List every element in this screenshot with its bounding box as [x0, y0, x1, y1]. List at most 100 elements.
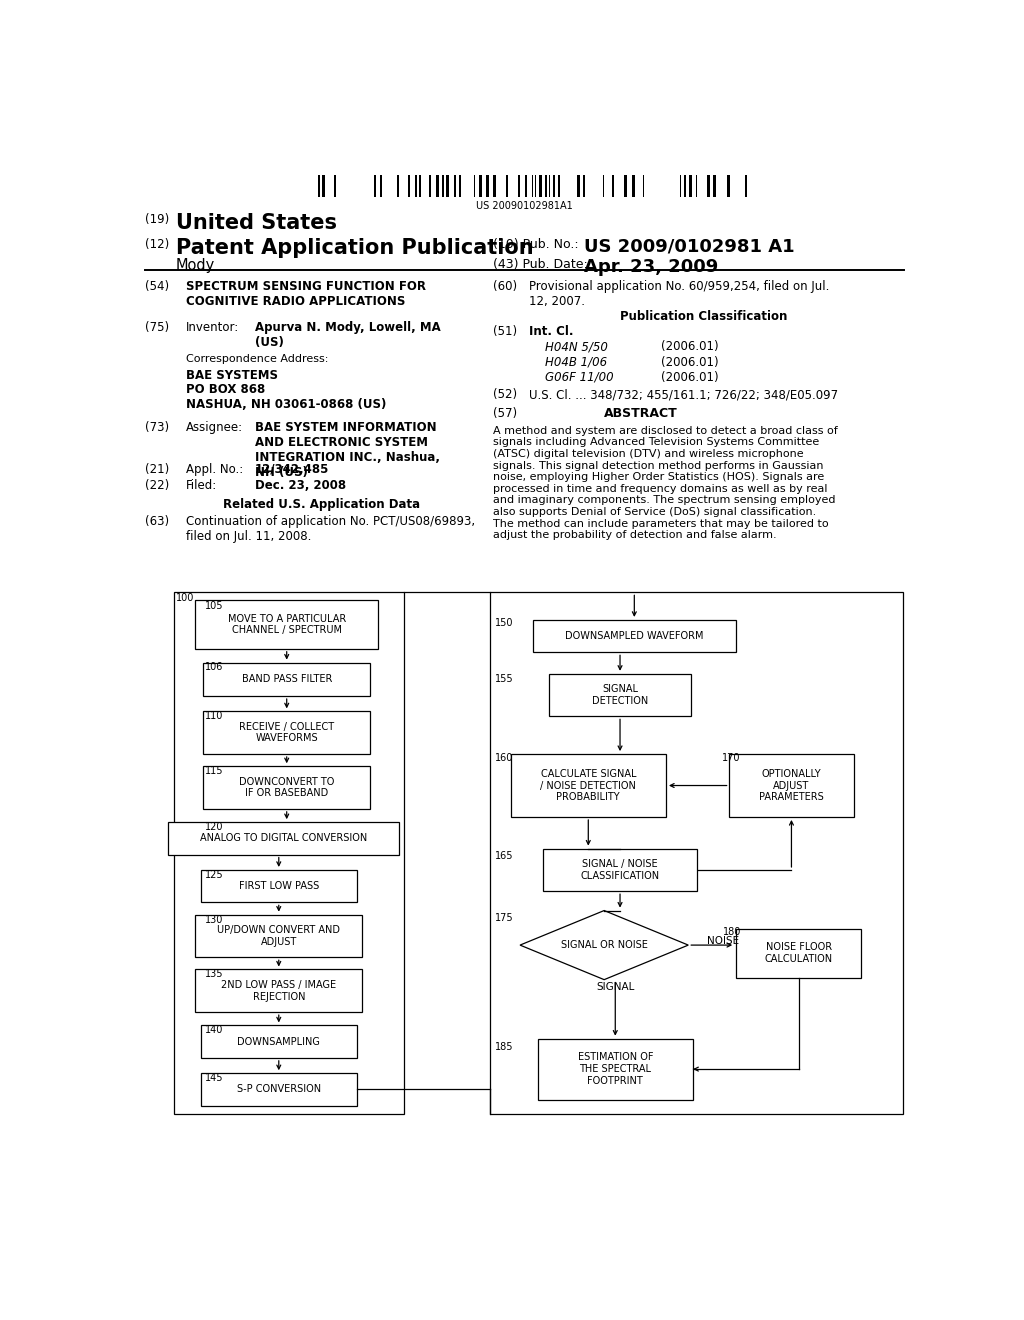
Text: 12/342,485: 12/342,485	[255, 463, 330, 477]
Text: Patent Application Publication: Patent Application Publication	[176, 238, 534, 257]
Text: (63): (63)	[145, 515, 170, 528]
Text: NOISE: NOISE	[708, 936, 739, 946]
Text: (10) Pub. No.:: (10) Pub. No.:	[494, 238, 579, 251]
Bar	[727, 174, 730, 197]
Text: H04B 1/06: H04B 1/06	[545, 355, 607, 368]
Text: NOISE FLOOR
CALCULATION: NOISE FLOOR CALCULATION	[765, 942, 833, 964]
Text: Publication Classification: Publication Classification	[620, 310, 787, 323]
Text: 110: 110	[205, 711, 223, 721]
FancyBboxPatch shape	[204, 663, 370, 696]
FancyBboxPatch shape	[168, 822, 399, 854]
Text: SIGNAL
DETECTION: SIGNAL DETECTION	[592, 684, 648, 706]
Text: 165: 165	[495, 850, 513, 861]
Text: FIRST LOW PASS: FIRST LOW PASS	[239, 882, 318, 891]
Text: 160: 160	[495, 752, 513, 763]
Bar	[553, 174, 555, 197]
Text: ABSTRACT: ABSTRACT	[604, 408, 678, 420]
FancyBboxPatch shape	[201, 1026, 356, 1057]
Bar	[446, 174, 450, 197]
Text: Correspondence Address:: Correspondence Address:	[186, 354, 329, 363]
Bar	[506, 174, 509, 197]
Bar	[558, 174, 560, 197]
Bar	[420, 174, 421, 197]
Text: DOWNCONVERT TO
IF OR BASEBAND: DOWNCONVERT TO IF OR BASEBAND	[239, 776, 335, 799]
Bar	[689, 174, 691, 197]
Text: BAE SYSTEMS: BAE SYSTEMS	[186, 368, 278, 381]
Text: (75): (75)	[145, 321, 170, 334]
Text: Filed:: Filed:	[186, 479, 217, 491]
Text: BAE SYSTEM INFORMATION
AND ELECTRONIC SYSTEM
INTEGRATION INC., Nashua,
NH (US): BAE SYSTEM INFORMATION AND ELECTRONIC SY…	[255, 421, 440, 479]
Text: DOWNSAMPLING: DOWNSAMPLING	[238, 1036, 321, 1047]
Text: (19): (19)	[145, 214, 170, 226]
Text: Mody: Mody	[176, 257, 215, 273]
Bar	[474, 174, 475, 197]
Bar	[680, 174, 682, 197]
Bar	[625, 174, 628, 197]
FancyBboxPatch shape	[196, 969, 362, 1012]
Text: Assignee:: Assignee:	[186, 421, 243, 434]
Text: 130: 130	[205, 915, 223, 924]
Text: (12): (12)	[145, 238, 170, 251]
Bar	[545, 174, 547, 197]
Bar	[334, 174, 336, 197]
Text: 100: 100	[176, 594, 194, 603]
Text: (2006.01): (2006.01)	[662, 341, 719, 354]
Text: 120: 120	[205, 822, 223, 832]
Bar	[380, 174, 382, 197]
Text: Apurva N. Mody, Lowell, MA
(US): Apurva N. Mody, Lowell, MA (US)	[255, 321, 440, 348]
Bar	[517, 174, 520, 197]
Text: (21): (21)	[145, 463, 170, 477]
Text: 2ND LOW PASS / IMAGE
REJECTION: 2ND LOW PASS / IMAGE REJECTION	[221, 979, 336, 1002]
Text: (43) Pub. Date:: (43) Pub. Date:	[494, 257, 588, 271]
FancyBboxPatch shape	[729, 754, 854, 817]
Text: 115: 115	[205, 766, 223, 776]
FancyBboxPatch shape	[201, 1073, 356, 1106]
Text: Related U.S. Application Data: Related U.S. Application Data	[223, 498, 421, 511]
Bar	[323, 174, 325, 197]
Text: 170: 170	[722, 752, 740, 763]
Text: A method and system are disclosed to detect a broad class of
signals including A: A method and system are disclosed to det…	[494, 426, 838, 540]
Text: United States: United States	[176, 214, 337, 234]
Text: (52): (52)	[494, 388, 517, 401]
FancyBboxPatch shape	[196, 915, 362, 957]
Bar	[494, 174, 496, 197]
Bar	[442, 174, 443, 197]
Text: (51): (51)	[494, 325, 517, 338]
Text: G06F 11/00: G06F 11/00	[545, 371, 613, 384]
Text: Inventor:: Inventor:	[186, 321, 240, 334]
FancyBboxPatch shape	[736, 929, 861, 978]
Bar	[374, 174, 377, 197]
FancyBboxPatch shape	[204, 766, 370, 809]
Bar	[708, 174, 710, 197]
Bar	[612, 174, 614, 197]
Bar	[436, 174, 438, 197]
Text: OPTIONALLY
ADJUST
PARAMETERS: OPTIONALLY ADJUST PARAMETERS	[759, 770, 824, 803]
Bar	[745, 174, 748, 197]
Text: S-P CONVERSION: S-P CONVERSION	[237, 1085, 321, 1094]
Text: (54): (54)	[145, 280, 170, 293]
Text: (73): (73)	[145, 421, 170, 434]
Text: 140: 140	[205, 1026, 223, 1035]
Text: US 2009/0102981 A1: US 2009/0102981 A1	[585, 238, 795, 256]
Text: CALCULATE SIGNAL
/ NOISE DETECTION
PROBABILITY: CALCULATE SIGNAL / NOISE DETECTION PROBA…	[541, 770, 636, 803]
Bar	[549, 174, 550, 197]
Text: SPECTRUM SENSING FUNCTION FOR
COGNITIVE RADIO APPLICATIONS: SPECTRUM SENSING FUNCTION FOR COGNITIVE …	[186, 280, 426, 309]
Bar	[318, 174, 319, 197]
Text: RECEIVE / COLLECT
WAVEFORMS: RECEIVE / COLLECT WAVEFORMS	[240, 722, 334, 743]
Text: 150: 150	[495, 618, 513, 628]
Polygon shape	[520, 911, 688, 979]
Text: 145: 145	[205, 1073, 223, 1084]
Text: Apr. 23, 2009: Apr. 23, 2009	[585, 257, 719, 276]
FancyBboxPatch shape	[538, 1039, 692, 1100]
Bar	[643, 174, 644, 197]
Bar	[397, 174, 399, 197]
Text: BAND PASS FILTER: BAND PASS FILTER	[242, 675, 332, 684]
FancyBboxPatch shape	[196, 601, 378, 649]
Bar	[416, 174, 417, 197]
Text: NASHUA, NH 03061-0868 (US): NASHUA, NH 03061-0868 (US)	[186, 399, 386, 412]
Text: 105: 105	[205, 601, 223, 611]
Text: SIGNAL / NOISE
CLASSIFICATION: SIGNAL / NOISE CLASSIFICATION	[581, 859, 659, 880]
Text: MOVE TO A PARTICULAR
CHANNEL / SPECTRUM: MOVE TO A PARTICULAR CHANNEL / SPECTRUM	[227, 614, 346, 635]
Bar	[486, 174, 488, 197]
FancyBboxPatch shape	[543, 849, 697, 891]
